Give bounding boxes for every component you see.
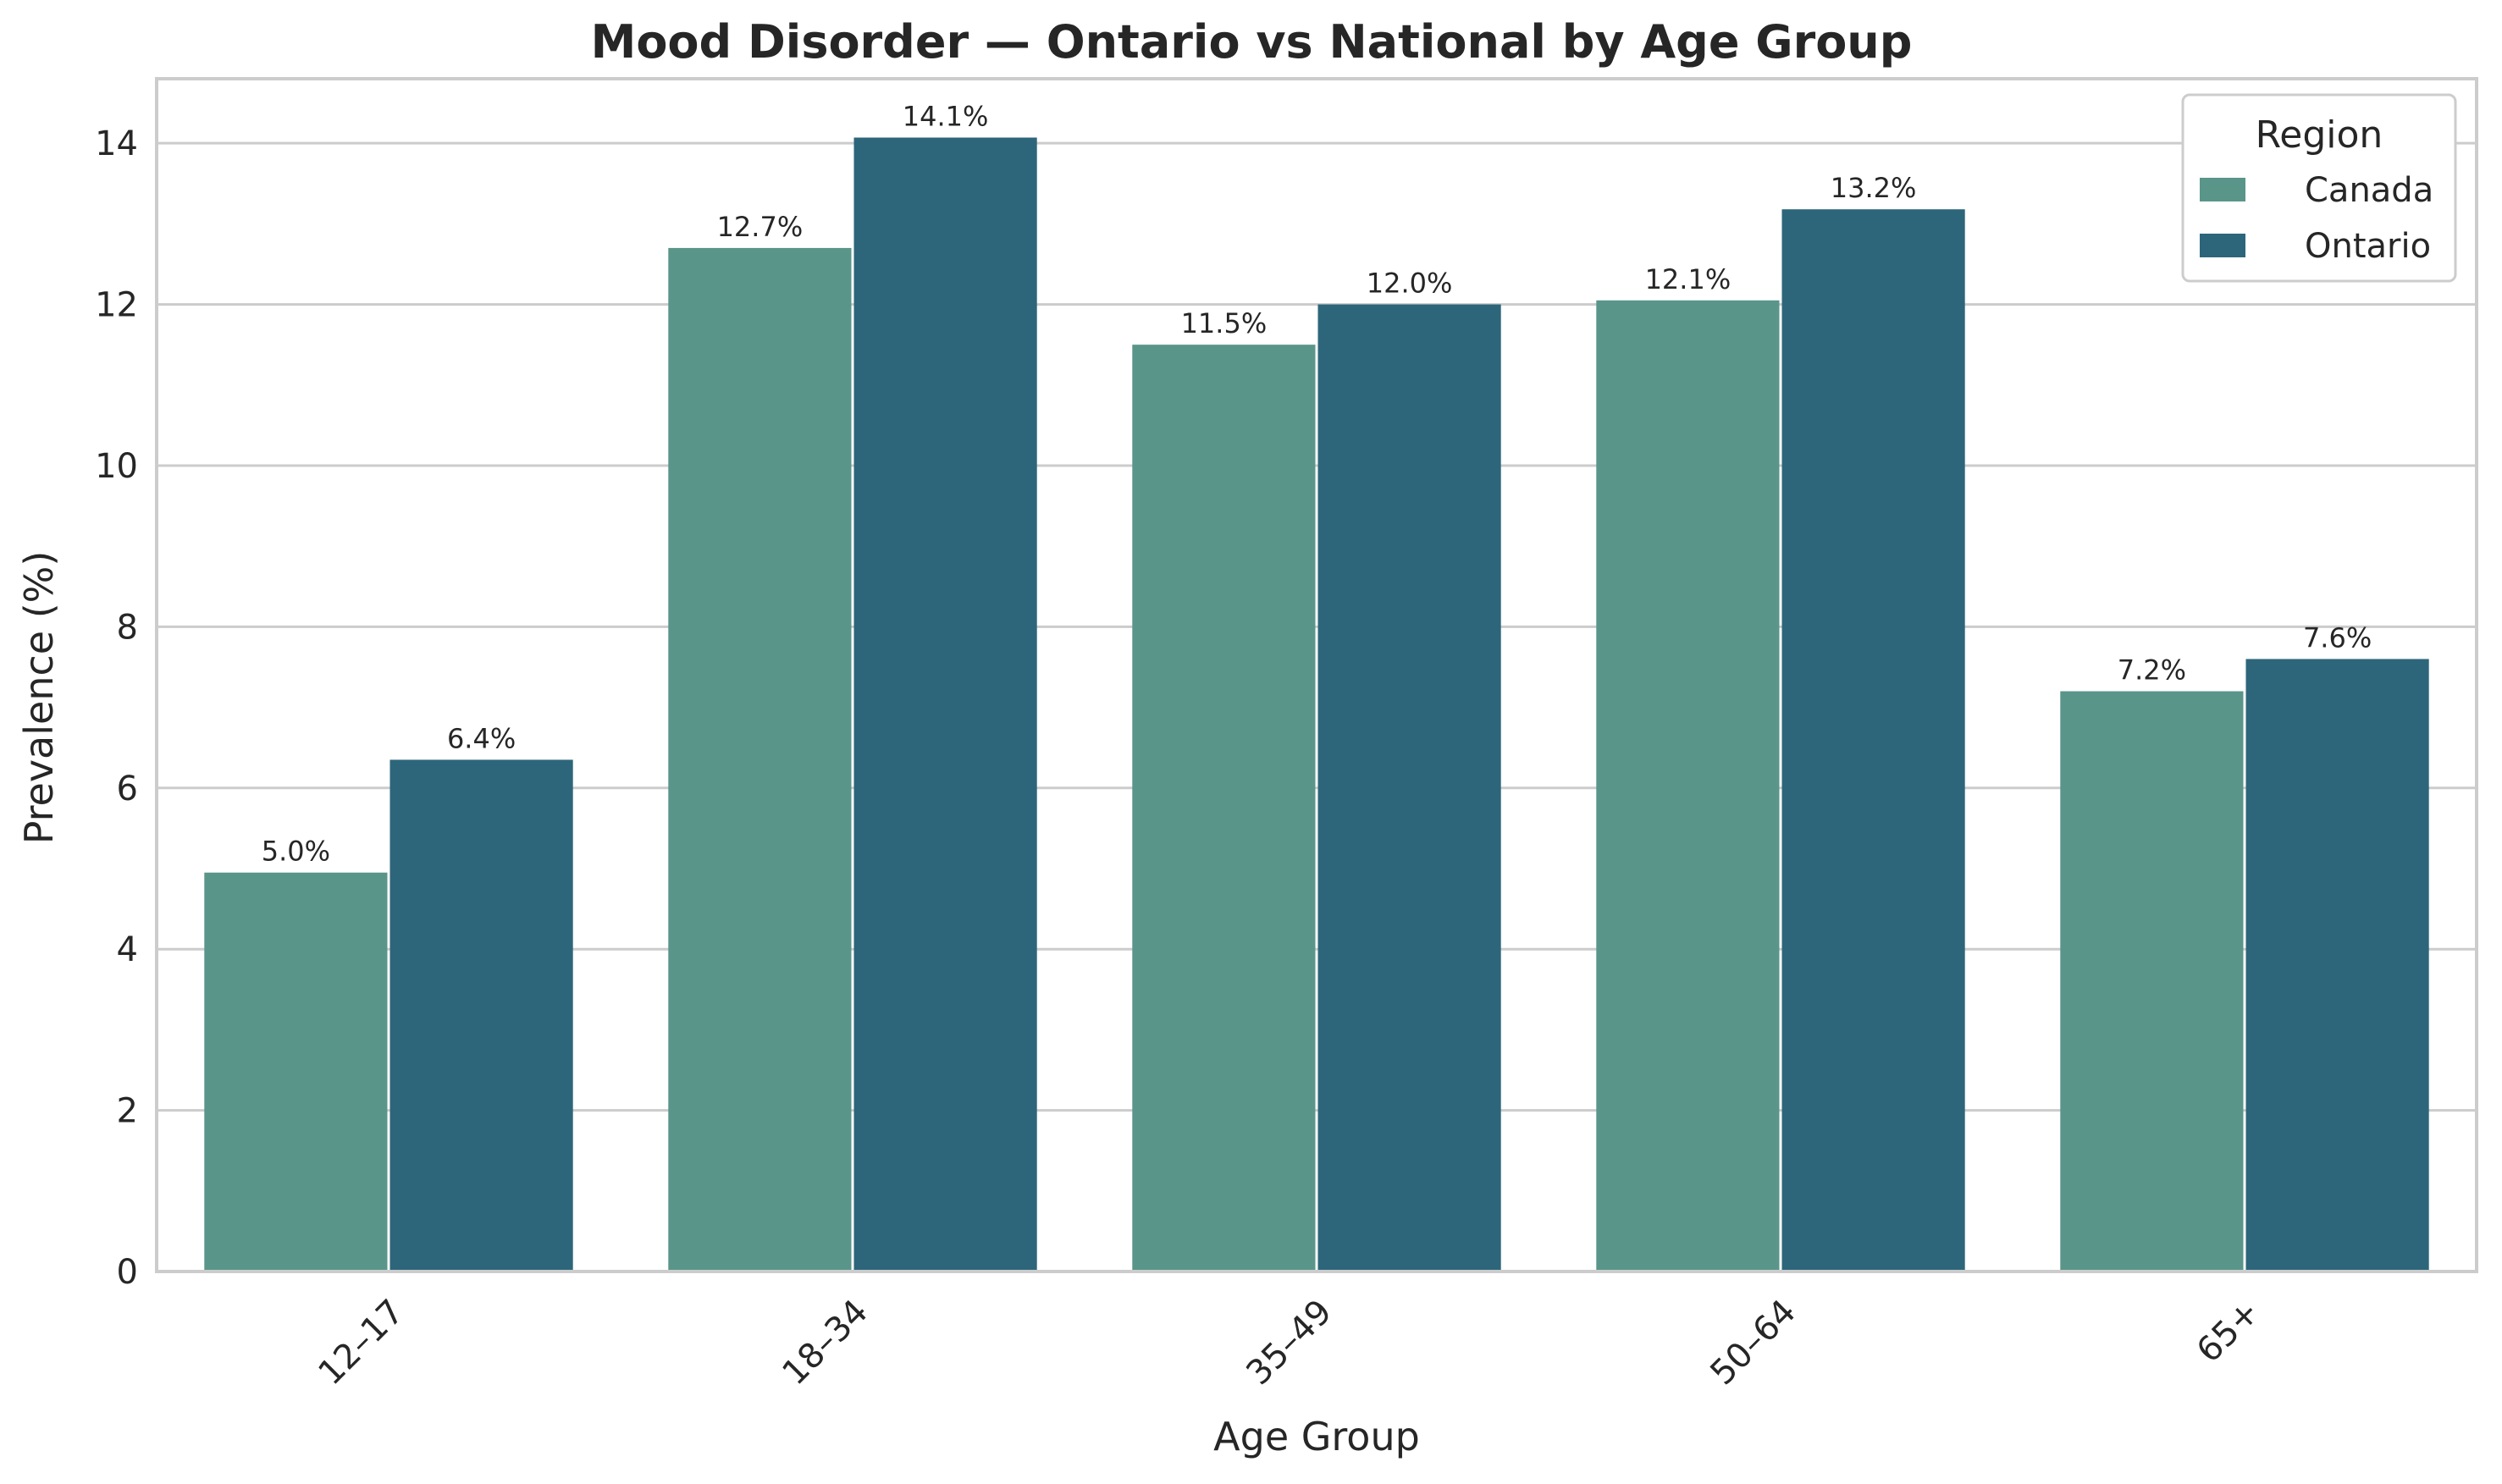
bar-canada-4 — [2060, 691, 2244, 1272]
data-label-ontario-3: 13.2% — [1831, 172, 1917, 204]
y-tick-label: 8 — [117, 608, 138, 647]
data-labels: 5.0% 6.4% 12.7% 14.1% 11.5% 12.0% 12.1% 13.2% 7.… — [262, 100, 2372, 867]
data-label-canada-0: 5.0% — [262, 836, 330, 868]
legend-box — [2181, 93, 2457, 283]
data-label-canada-2: 11.5% — [1181, 307, 1268, 339]
y-tick-label: 14 — [95, 124, 138, 163]
bars — [204, 137, 2429, 1272]
y-tick-label: 0 — [117, 1253, 138, 1292]
legend-title: Region — [2256, 113, 2383, 157]
y-ticks: 0 2 4 6 8 10 12 14 — [95, 124, 138, 1292]
data-label-ontario-0: 6.4% — [447, 722, 516, 754]
data-label-ontario-2: 12.0% — [1367, 268, 1453, 300]
y-tick-label: 2 — [117, 1092, 138, 1131]
chart-title: Mood Disorder — Ontario vs National by A… — [591, 15, 1913, 69]
bar-ontario-1 — [853, 137, 1037, 1272]
bar-canada-1 — [668, 247, 852, 1272]
bar-ontario-4 — [2245, 659, 2429, 1272]
plot-frame — [155, 77, 2478, 1273]
bar-ontario-3 — [1781, 209, 1965, 1272]
data-label-canada-4: 7.2% — [2118, 654, 2186, 687]
data-label-ontario-4: 7.6% — [2303, 621, 2372, 654]
bar-canada-0 — [204, 872, 388, 1272]
bar-canada-2 — [1132, 345, 1316, 1272]
data-label-canada-3: 12.1% — [1645, 263, 1732, 295]
legend-swatch-ontario — [2200, 234, 2245, 257]
x-axis-label: Age Group — [1213, 1414, 1420, 1459]
legend-swatch-canada — [2200, 178, 2245, 201]
bar-canada-3 — [1596, 300, 1780, 1272]
y-tick-label: 10 — [95, 447, 138, 486]
y-axis-label: Prevalence (%) — [16, 551, 62, 845]
legend: Region Canada Ontario — [2181, 93, 2457, 283]
legend-label-ontario: Ontario — [2305, 227, 2431, 266]
data-label-ontario-1: 14.1% — [903, 100, 989, 132]
legend-label-canada: Canada — [2305, 171, 2433, 210]
data-label-canada-1: 12.7% — [717, 211, 804, 243]
y-tick-label: 12 — [95, 286, 138, 325]
y-tick-label: 6 — [117, 770, 138, 808]
y-tick-label: 4 — [117, 930, 138, 969]
bar-ontario-0 — [389, 759, 573, 1272]
bar-ontario-2 — [1317, 304, 1501, 1272]
